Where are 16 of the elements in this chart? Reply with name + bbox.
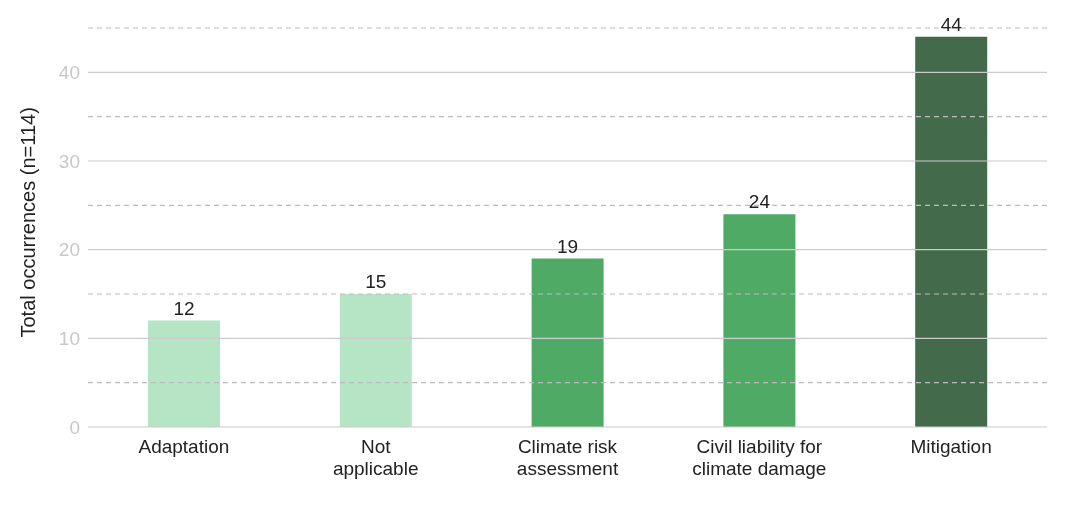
- data-label: 24: [748, 191, 771, 213]
- x-tick-label: Not applicable: [332, 436, 419, 479]
- bar: [148, 320, 220, 427]
- bar: [723, 214, 796, 427]
- data-label: 44: [940, 13, 963, 35]
- data-label: 19: [557, 235, 579, 257]
- data-label: 15: [365, 271, 387, 292]
- x-tick-label: Mitigation: [910, 436, 992, 457]
- y-axis-title: Total occurrences (n=114): [17, 107, 40, 338]
- bar: [531, 258, 604, 427]
- x-tick-label: Climate risk assessment: [516, 436, 619, 479]
- bar: [339, 294, 412, 427]
- bar: [915, 36, 988, 427]
- data-label: 12: [173, 297, 195, 319]
- x-tick-label: Adaptation: [138, 436, 230, 457]
- x-tick-label: Civil liability for climate damage: [692, 436, 827, 479]
